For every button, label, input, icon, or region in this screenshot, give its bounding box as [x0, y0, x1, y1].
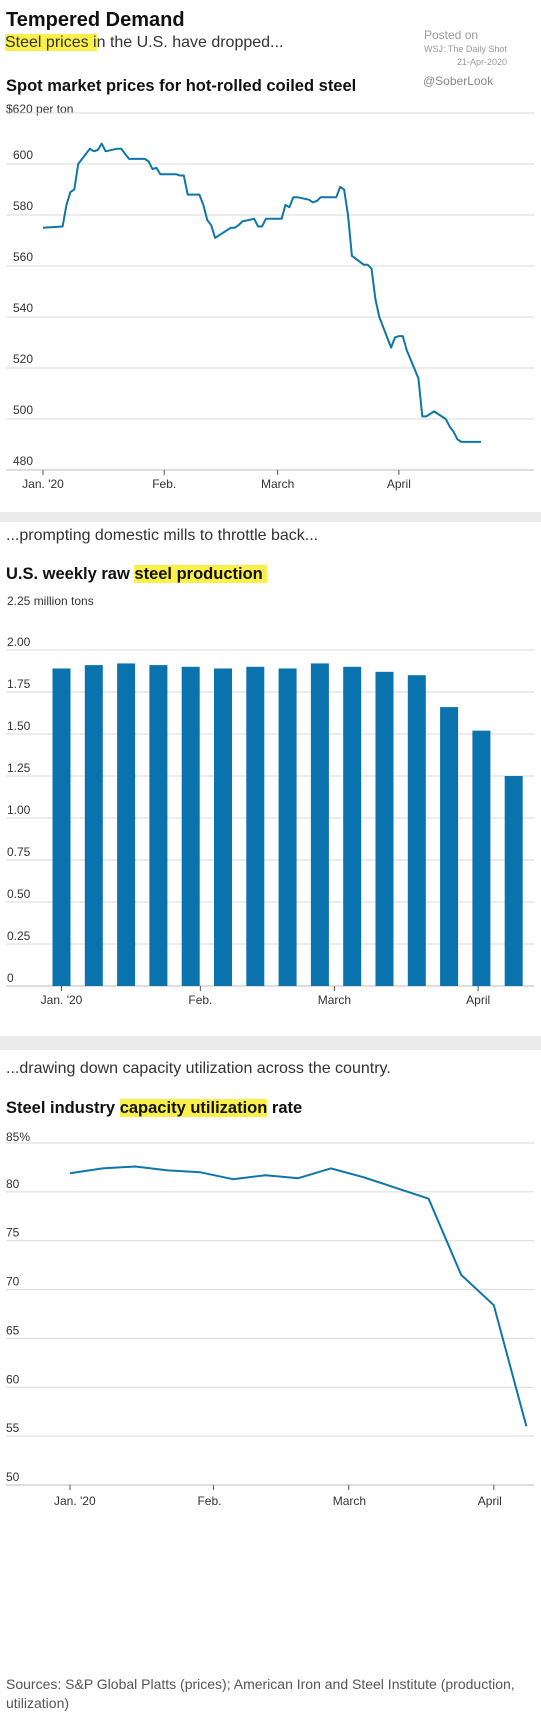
- production-chart-panel: ...prompting domestic mills to throttle …: [0, 522, 541, 1036]
- panel-separator-2: [0, 1036, 541, 1050]
- y-tick-label: 540: [13, 301, 33, 315]
- x-tick-label: Feb.: [197, 1494, 221, 1508]
- production-bar: [53, 668, 71, 986]
- y-tick-label: 0.50: [7, 887, 31, 901]
- x-tick-label: Feb.: [188, 993, 212, 1007]
- production-bar: [505, 776, 523, 986]
- x-tick-label: April: [478, 1494, 502, 1508]
- y-tick-label: 65: [6, 1323, 20, 1337]
- y-tick-label: 80: [6, 1177, 20, 1191]
- x-tick-label: March: [333, 1494, 366, 1508]
- y-tick-label: 0.75: [7, 845, 31, 859]
- y-tick-label: 0: [7, 971, 14, 985]
- y-tick-label: 50: [6, 1470, 20, 1484]
- production-bar: [408, 675, 426, 986]
- production-bar: [149, 665, 167, 986]
- utilization-chart-panel: ...drawing down capacity utilization acr…: [0, 1050, 541, 1712]
- production-bar: [440, 707, 458, 986]
- y-tick-label: 2.00: [7, 635, 31, 649]
- utilization-chart: 50 55 60 65 70 75 80 Jan. '20 Feb. March April: [0, 1050, 541, 1712]
- y-tick-label: 60: [6, 1372, 20, 1386]
- y-tick-label: 600: [13, 148, 33, 162]
- price-chart: 480 500 520 540 560 580 600 Jan. '20 Feb. March Ap…: [0, 0, 541, 512]
- x-tick-label: March: [318, 993, 351, 1007]
- x-tick-label: Jan. '20: [41, 993, 83, 1007]
- y-tick-label: 500: [13, 403, 33, 417]
- production-bar: [376, 672, 394, 986]
- y-tick-label: 1.00: [7, 803, 31, 817]
- sources-note: Sources: S&P Global Platts (prices); Ame…: [6, 1675, 526, 1713]
- production-bar: [182, 667, 200, 986]
- y-tick-label: 480: [13, 454, 33, 468]
- production-bar: [311, 663, 329, 986]
- y-tick-label: 520: [13, 352, 33, 366]
- y-tick-label: 1.50: [7, 719, 31, 733]
- x-tick-label: March: [261, 477, 294, 491]
- y-tick-label: 1.25: [7, 761, 31, 775]
- x-tick-label: Jan. '20: [22, 477, 64, 491]
- price-chart-panel: Tempered Demand Steel prices in the U.S.…: [0, 0, 541, 512]
- x-tick-label: Feb.: [152, 477, 176, 491]
- y-tick-label: 55: [6, 1421, 20, 1435]
- production-bar: [472, 731, 490, 986]
- y-tick-label: 580: [13, 199, 33, 213]
- x-tick-label: Jan. '20: [54, 1494, 96, 1508]
- y-tick-label: 1.75: [7, 677, 31, 691]
- panel-separator: [0, 512, 541, 522]
- y-tick-label: 70: [6, 1275, 20, 1289]
- x-tick-label: April: [466, 993, 490, 1007]
- production-bar: [279, 668, 297, 986]
- y-tick-label: 75: [6, 1226, 20, 1240]
- production-bar: [343, 667, 361, 986]
- y-tick-label: 0.25: [7, 929, 31, 943]
- production-bar: [246, 667, 264, 986]
- production-bar: [85, 665, 103, 986]
- production-bar: [117, 663, 135, 986]
- production-chart: 0 0.25 0.50 0.75 1.00 1.25 1.50 1.75 2.00 Jan. '2…: [0, 522, 541, 1036]
- price-series-line: [43, 144, 481, 442]
- production-bar: [214, 668, 232, 986]
- x-tick-label: April: [387, 477, 411, 491]
- y-tick-label: 560: [13, 250, 33, 264]
